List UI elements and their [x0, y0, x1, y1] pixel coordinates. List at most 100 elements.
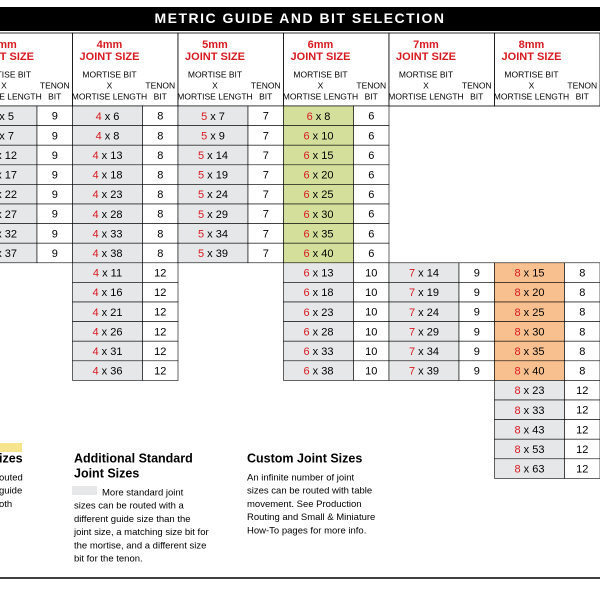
legend-title: izes [0, 451, 23, 465]
legend-text: sizes can be routed with a [74, 501, 185, 512]
mortise-size: 3 x 37 [0, 248, 17, 260]
mortise-header: MORTISE LENGTH [494, 91, 569, 101]
mortise-size: 8 x 23 [515, 385, 545, 397]
tenon-header: TENON [356, 80, 386, 90]
mortise-header: MORTISE BIT [0, 69, 31, 79]
tenon-size: 7 [263, 150, 269, 162]
tenon-size: 8 [157, 209, 163, 221]
mortise-size: 4 x 36 [93, 366, 123, 378]
tenon-header: BIT [48, 91, 61, 101]
tenon-header: BIT [154, 91, 167, 101]
header-cell [177, 32, 284, 107]
mortise-size: 6 x 38 [304, 366, 334, 378]
tenon-size: 12 [154, 307, 166, 319]
title: METRIC GUIDE AND BIT SELECTION [154, 10, 445, 26]
tenon-size: 6 [368, 170, 374, 182]
tenon-header: TENON [462, 80, 492, 90]
legend-swatch [72, 486, 97, 495]
mortise-size: 3 x 17 [0, 170, 17, 182]
mortise-size: 6 x 13 [304, 268, 334, 280]
legend-text: different guide size than the [74, 514, 191, 525]
tenon-size: 7 [263, 209, 269, 221]
mortise-size: 4 x 18 [93, 170, 123, 182]
tenon-size: 8 [157, 189, 163, 201]
mortise-size: 3 x 7 [0, 130, 14, 142]
mortise-size: 5 x 14 [198, 150, 228, 162]
mortise-size: 5 x 9 [201, 130, 225, 142]
mortise-size: 7 x 24 [409, 307, 439, 319]
mortise-header: MORTISE BIT [399, 69, 453, 79]
mortise-header: X [1, 80, 7, 90]
mortise-header: MORTISE BIT [504, 69, 558, 79]
tenon-size: 9 [52, 170, 58, 182]
joint-size: 7mm [413, 39, 439, 51]
mortise-size: 4 x 11 [93, 268, 122, 280]
tenon-size: 9 [52, 111, 58, 123]
tenon-size: 9 [52, 150, 58, 162]
mortise-header: MORTISE LENGTH [72, 91, 147, 101]
tenon-size: 9 [474, 366, 480, 378]
tenon-size: 6 [368, 228, 374, 240]
tenon-size: 10 [365, 287, 377, 299]
legend-text: joint size, a matching size bit for [73, 527, 209, 538]
mortise-header: X [212, 80, 218, 90]
legend-title: Joint Sizes [74, 466, 139, 480]
tenon-size: 8 [579, 366, 585, 378]
tenon-size: 12 [154, 366, 166, 378]
legend-title: Additional Standard [74, 451, 193, 465]
tenon-size: 12 [154, 268, 166, 280]
mortise-size: 4 x 16 [93, 287, 123, 299]
mortise-size: 6 x 20 [304, 170, 334, 182]
mortise-header: MORTISE BIT [82, 69, 136, 79]
mortise-size: 4 x 23 [93, 189, 123, 201]
tenon-header: TENON [40, 80, 70, 90]
mortise-size: 6 x 10 [304, 130, 334, 142]
mortise-header: MORTISE LENGTH [177, 91, 252, 101]
tenon-size: 9 [52, 189, 58, 201]
mortise-size: 5 x 19 [198, 170, 228, 182]
tenon-size: 9 [52, 209, 58, 221]
legend-swatch [0, 443, 22, 452]
mortise-size: 7 x 29 [409, 326, 439, 338]
tenon-size: 12 [576, 385, 588, 397]
mortise-header: MORTISE BIT [293, 69, 347, 79]
tenon-size: 10 [365, 346, 377, 358]
tenon-size: 8 [579, 326, 585, 338]
legend-text: More standard joint [102, 488, 184, 499]
mortise-size: 8 x 63 [515, 464, 545, 476]
mortise-size: 6 x 40 [304, 248, 334, 260]
mortise-size: 4 x 8 [96, 130, 120, 142]
mortise-size: 5 x 7 [201, 111, 225, 123]
mortise-size: 8 x 53 [515, 444, 545, 456]
mortise-header: MORTISE LENGTH [0, 91, 42, 101]
tenon-size: 12 [154, 346, 166, 358]
tenon-size: 12 [576, 424, 588, 436]
tenon-header: TENON [145, 80, 175, 90]
tenon-header: BIT [470, 91, 483, 101]
header-cell [72, 32, 179, 107]
mortise-size: 3 x 32 [0, 228, 17, 240]
mortise-size: 6 x 18 [304, 287, 334, 299]
legend-title: Custom Joint Sizes [247, 451, 362, 465]
tenon-size: 8 [157, 150, 163, 162]
header-cell [494, 32, 600, 107]
tenon-header: BIT [365, 91, 378, 101]
tenon-size: 8 [157, 248, 163, 260]
tenon-size: 9 [52, 130, 58, 142]
tenon-size: 12 [576, 405, 588, 417]
tenon-size: 12 [154, 287, 166, 299]
mortise-size: 4 x 31 [93, 346, 123, 358]
tenon-size: 7 [263, 170, 269, 182]
mortise-size: 5 x 29 [198, 209, 228, 221]
mortise-header: MORTISE LENGTH [388, 91, 463, 101]
legend-text: the mortise, and a different size [74, 540, 206, 551]
mortise-size: 5 x 39 [198, 248, 228, 260]
tenon-size: 7 [263, 189, 269, 201]
tenon-size: 9 [52, 228, 58, 240]
mortise-size: 3 x 22 [0, 189, 17, 201]
joint-size-label: JOINT SIZE [291, 51, 351, 63]
tenon-size: 8 [579, 287, 585, 299]
mortise-size: 8 x 40 [515, 366, 545, 378]
tenon-size: 10 [365, 307, 377, 319]
tenon-size: 9 [474, 307, 480, 319]
